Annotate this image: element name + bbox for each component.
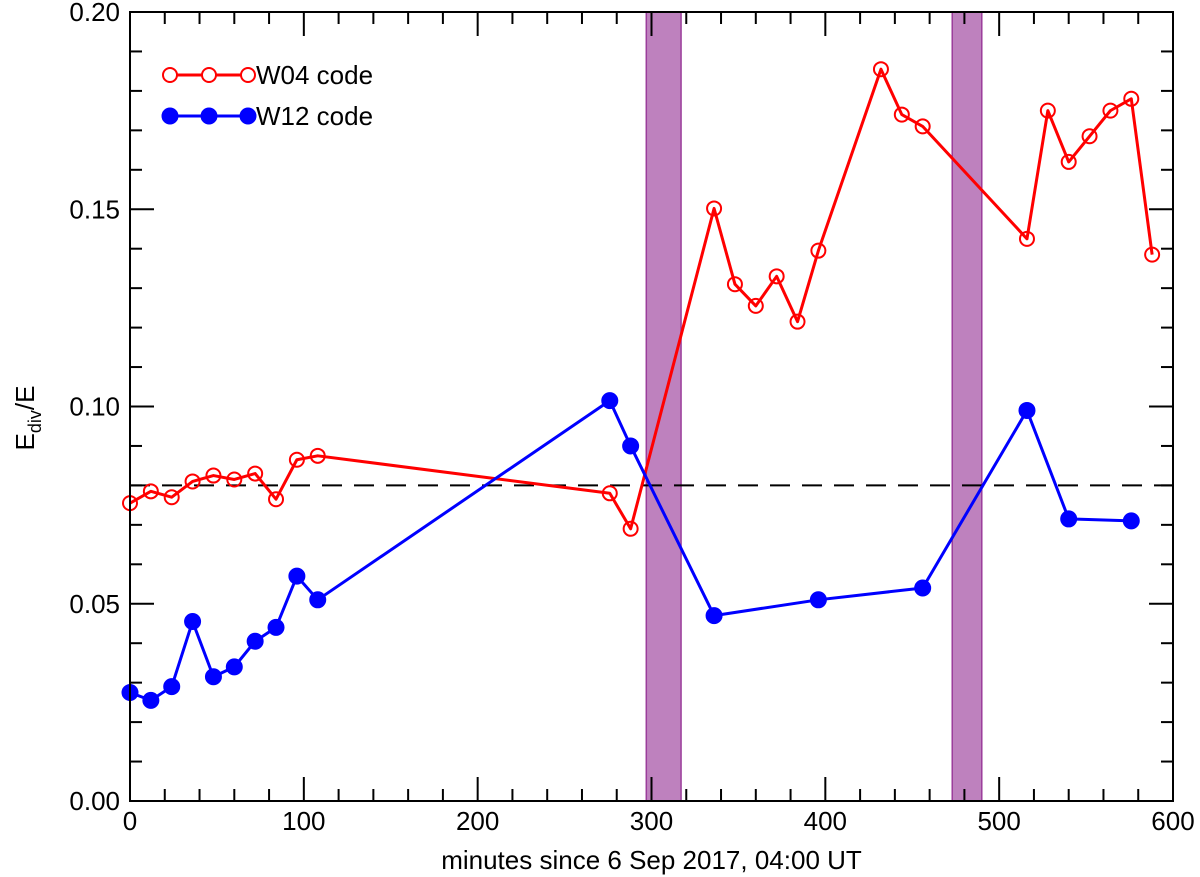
data-point [142,483,159,500]
x-tick-label: 400 [804,806,847,836]
x-tick-label: 500 [977,806,1020,836]
svg-text:Ediv/E: Ediv/E [10,386,45,451]
legend-item-w12: W12 code [161,101,373,131]
shaded-region [951,11,983,802]
series-w12 [121,392,1140,709]
data-point [184,613,202,631]
legend-marker-w12 [200,107,218,125]
data-point [726,276,743,293]
data-point [226,471,243,488]
data-point [872,61,889,78]
data-point [1060,153,1077,170]
data-point [309,447,326,464]
data-point [705,607,723,625]
legend-marker-w04 [201,67,217,83]
x-tick-label: 600 [1151,806,1194,836]
data-point [246,632,264,650]
shaded-regions [645,11,983,802]
x-tick-label: 200 [456,806,499,836]
data-point [768,268,785,285]
series-line [129,399,1132,702]
series-line [129,67,1154,531]
data-point [163,489,180,506]
data-point [268,491,285,508]
y-axis-label-suffix: /E [10,386,40,411]
axis-tick-labels: 0 100 200 300 400 500 600 0.00 0.05 0.10 0.15 0.20 [69,0,1194,836]
x-tick-label: 100 [282,806,325,836]
y-tick-label: 0.15 [69,194,120,224]
y-tick-label: 0.05 [69,589,120,619]
data-point [1039,102,1056,119]
data-point [601,392,619,410]
legend-item-w04: W04 code [162,60,373,90]
legend-marker-w12 [239,107,257,125]
x-tick-label: 300 [630,806,673,836]
data-point [267,618,285,636]
legend-marker-w04 [162,67,178,83]
data-point [225,658,243,676]
data-point [893,106,910,123]
legend-marker-w12 [161,107,179,125]
data-point [163,678,181,696]
y-tick-label: 0.00 [69,786,120,816]
data-point [706,200,723,217]
axis-ticks [129,11,1174,802]
data-point [1081,128,1098,145]
data-point [622,520,639,537]
x-axis-label: minutes since 6 Sep 2017, 04:00 UT [441,845,862,875]
series-layer [121,61,1161,709]
legend-label-w04: W04 code [256,60,373,90]
data-point [789,313,806,330]
data-point [810,242,827,259]
y-tick-label: 0.20 [69,0,120,27]
data-point [1102,102,1119,119]
data-point [1018,401,1036,419]
y-axis-label-sub: div [25,410,45,433]
data-point [601,485,618,502]
data-point [914,579,932,597]
data-point [622,437,640,455]
data-point [1122,512,1140,530]
y-tick-label: 0.10 [69,392,120,422]
data-point [205,467,222,484]
data-point [914,118,931,135]
y-axis-label-main: E [10,433,40,450]
legend: W04 code W12 code [161,60,373,131]
data-point [1018,230,1035,247]
legend-label-w12: W12 code [256,101,373,131]
data-point [204,668,222,686]
x-tick-label: 0 [123,806,137,836]
data-point [142,691,160,709]
data-point [1060,510,1078,528]
series-w04 [122,61,1161,537]
data-point [288,451,305,468]
y-axis-label: Ediv/E [10,386,45,451]
data-point [184,473,201,490]
data-point [288,567,306,585]
data-point [309,591,327,609]
legend-marker-w04 [240,67,256,83]
data-point [747,297,764,314]
data-point [1144,246,1161,263]
data-point [247,465,264,482]
plot-frame [129,11,1174,802]
data-point [809,591,827,609]
data-point [1123,90,1140,107]
